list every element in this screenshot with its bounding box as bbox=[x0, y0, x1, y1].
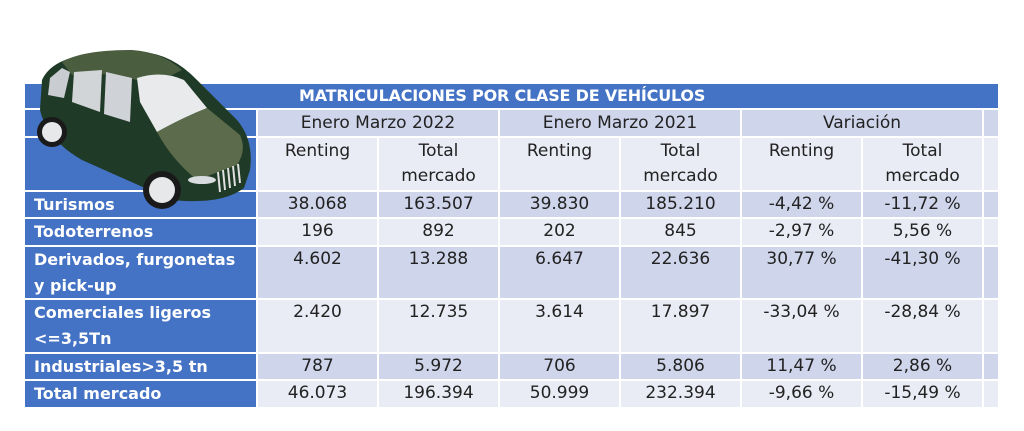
table-cell: -2,97 % bbox=[742, 219, 861, 245]
column-subheader: Total mercado bbox=[379, 138, 498, 190]
row-label-line1: Derivados, furgonetas bbox=[34, 250, 236, 269]
table-cell: 892 bbox=[379, 219, 498, 245]
column-subheader: Total mercado bbox=[863, 138, 982, 190]
subheader-line2: mercado bbox=[643, 166, 718, 186]
table-cell: 30,77 % bbox=[742, 247, 861, 298]
row-label-line2: y pick-up bbox=[34, 276, 117, 295]
table-cell: -41,30 % bbox=[863, 247, 982, 298]
table-cell: 5.806 bbox=[621, 354, 740, 379]
table-cell: 845 bbox=[621, 219, 740, 245]
table-cell: -33,04 % bbox=[742, 300, 861, 352]
extra-column-cell bbox=[984, 192, 998, 217]
table-cell: 6.647 bbox=[500, 247, 619, 298]
extra-column-cell bbox=[984, 300, 998, 352]
table-cell: 2.420 bbox=[258, 300, 377, 352]
table-cell: 196 bbox=[258, 219, 377, 245]
period-header-2021: Enero Marzo 2021 bbox=[500, 110, 740, 136]
subheader-line1: Renting bbox=[768, 141, 835, 161]
table-cell: 202 bbox=[500, 219, 619, 245]
extra-column-cell bbox=[984, 247, 998, 298]
row-label: Derivados, furgonetas y pick-up bbox=[25, 247, 256, 298]
table-cell: -11,72 % bbox=[863, 192, 982, 217]
table-title: MATRICULACIONES POR CLASE DE VEHÍCULOS bbox=[299, 86, 706, 105]
table-cell: -28,84 % bbox=[863, 300, 982, 352]
table-cell: 39.830 bbox=[500, 192, 619, 217]
table-cell: 5.972 bbox=[379, 354, 498, 379]
row-label-line1: Comerciales ligeros bbox=[34, 303, 212, 322]
row-label: Total mercado bbox=[25, 381, 256, 407]
table-cell: 5,56 % bbox=[863, 219, 982, 245]
table-cell: 22.636 bbox=[621, 247, 740, 298]
table-cell: 38.068 bbox=[258, 192, 377, 217]
column-subheader: Renting bbox=[500, 138, 619, 190]
table-cell: 196.394 bbox=[379, 381, 498, 407]
table-cell: -9,66 % bbox=[742, 381, 861, 407]
row-label: Industriales>3,5 tn bbox=[25, 354, 256, 379]
row-label-line1: Turismos bbox=[34, 195, 115, 214]
extra-column-cell bbox=[984, 354, 998, 379]
row-label-line1: Total mercado bbox=[34, 384, 162, 403]
column-subheader: Renting bbox=[742, 138, 861, 190]
table-cell: 13.288 bbox=[379, 247, 498, 298]
extra-column-cell bbox=[984, 138, 998, 190]
subheader-line2: mercado bbox=[885, 166, 960, 186]
table-cell: 17.897 bbox=[621, 300, 740, 352]
table-cell: 706 bbox=[500, 354, 619, 379]
table-cell: 232.394 bbox=[621, 381, 740, 407]
period-header-variation: Variación bbox=[742, 110, 982, 136]
car-icon bbox=[37, 50, 251, 209]
row-label-line1: Industriales>3,5 tn bbox=[34, 357, 208, 376]
period-header-2022: Enero Marzo 2022 bbox=[258, 110, 498, 136]
table-cell: 185.210 bbox=[621, 192, 740, 217]
table-cell: -15,49 % bbox=[863, 381, 982, 407]
subheader-line1: Renting bbox=[526, 141, 593, 161]
table-cell: 2,86 % bbox=[863, 354, 982, 379]
table-cell: 12.735 bbox=[379, 300, 498, 352]
table-cell: 3.614 bbox=[500, 300, 619, 352]
row-label-line1: Todoterrenos bbox=[34, 222, 154, 241]
subheader-line1: Renting bbox=[284, 141, 351, 161]
row-label-line2: <=3,5Tn bbox=[34, 329, 112, 348]
table-cell: 787 bbox=[258, 354, 377, 379]
column-subheader: Total mercado bbox=[621, 138, 740, 190]
table-cell: 11,47 % bbox=[742, 354, 861, 379]
extra-column-cell bbox=[984, 219, 998, 245]
extra-column-cell bbox=[984, 381, 998, 407]
table-cell: 50.999 bbox=[500, 381, 619, 407]
table-cell: 163.507 bbox=[379, 192, 498, 217]
table-cell: -4,42 % bbox=[742, 192, 861, 217]
table-cell: 4.602 bbox=[258, 247, 377, 298]
table-cell: 46.073 bbox=[258, 381, 377, 407]
subheader-line1: Total bbox=[902, 141, 943, 161]
subheader-line1: Total bbox=[418, 141, 459, 161]
row-label: Todoterrenos bbox=[25, 219, 256, 245]
subheader-line2: mercado bbox=[401, 166, 476, 186]
column-subheader: Renting bbox=[258, 138, 377, 190]
extra-column-cell bbox=[984, 110, 998, 136]
subheader-line1: Total bbox=[660, 141, 701, 161]
row-label: Comerciales ligeros <=3,5Tn bbox=[25, 300, 256, 352]
